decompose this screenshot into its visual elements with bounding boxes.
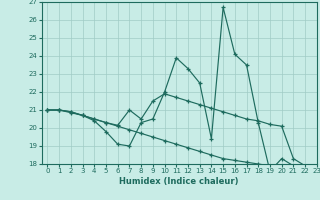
X-axis label: Humidex (Indice chaleur): Humidex (Indice chaleur) (119, 177, 239, 186)
